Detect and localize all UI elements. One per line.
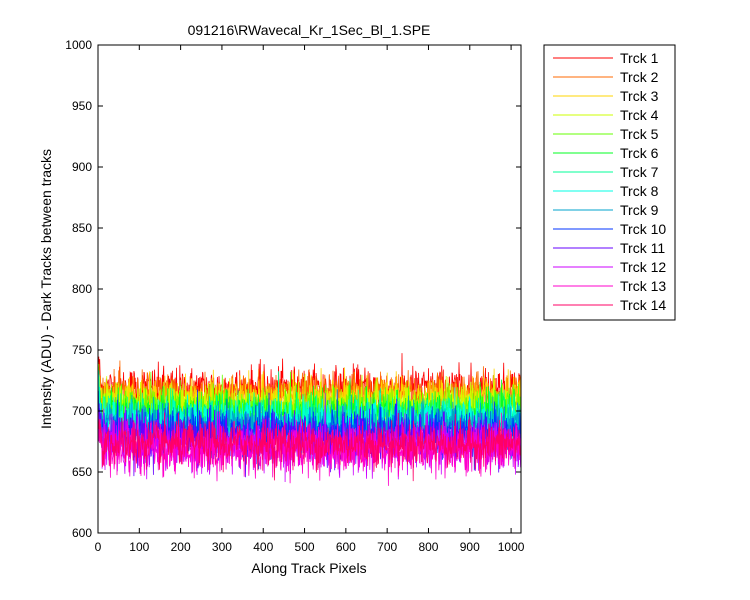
y-axis: 600 650 700 750 800 850 900 950 1000 (65, 38, 521, 540)
legend-label-12: Trck 12 (620, 259, 666, 275)
y-tick-label: 800 (72, 282, 92, 296)
x-tick-label: 700 (377, 540, 397, 554)
legend-label-9: Trck 9 (620, 202, 659, 218)
legend-label-7: Trck 7 (620, 164, 659, 180)
x-tick-label: 500 (295, 540, 315, 554)
y-tick-label: 650 (72, 465, 92, 479)
legend-label-2: Trck 2 (620, 69, 659, 85)
y-tick-label: 600 (72, 526, 92, 540)
y-tick-label: 1000 (65, 38, 92, 52)
y-tick-label: 900 (72, 160, 92, 174)
legend-label-3: Trck 3 (620, 88, 659, 104)
y-tick-label: 950 (72, 99, 92, 113)
plot-lines (98, 353, 522, 486)
legend-box (543, 44, 676, 321)
x-tick-label: 600 (336, 540, 356, 554)
legend-label-8: Trck 8 (620, 183, 659, 199)
x-tick-label: 1000 (498, 540, 525, 554)
x-tick-label: 900 (460, 540, 480, 554)
legend-label-5: Trck 5 (620, 126, 659, 142)
legend-label-6: Trck 6 (620, 145, 659, 161)
x-tick-label: 300 (212, 540, 232, 554)
x-tick-label: 800 (418, 540, 438, 554)
legend-label-11: Trck 11 (620, 240, 665, 256)
x-tick-label: 200 (171, 540, 191, 554)
x-axis: 0 100 200 300 400 500 600 700 800 900 1000 (95, 45, 525, 554)
y-axis-label: Intensity (ADU) - Dark Tracks between tr… (38, 149, 54, 429)
x-tick-label: 0 (95, 540, 102, 554)
legend-label-10: Trck 10 (620, 221, 666, 237)
legend-label-1: Trck 1 (620, 50, 659, 66)
legend: Trck 1 Trck 2 Trck 3 Trck 4 Trck 5 Trck 6 Trck… (543, 44, 676, 321)
y-tick-label: 750 (72, 343, 92, 357)
y-tick-label: 850 (72, 221, 92, 235)
legend-items: Trck 1 Trck 2 Trck 3 Trck 4 Trck 5 Trck 6 Trck… (553, 50, 666, 313)
x-tick-label: 400 (253, 540, 273, 554)
x-tick-label: 100 (129, 540, 149, 554)
x-axis-label: Along Track Pixels (251, 560, 366, 576)
y-tick-label: 700 (72, 404, 92, 418)
legend-label-4: Trck 4 (620, 107, 659, 123)
legend-label-14: Trck 14 (620, 297, 666, 313)
series-line-14 (98, 412, 522, 482)
legend-label-13: Trck 13 (620, 278, 666, 294)
chart-title: 091216\RWavecal_Kr_1Sec_Bl_1.SPE (188, 22, 431, 38)
